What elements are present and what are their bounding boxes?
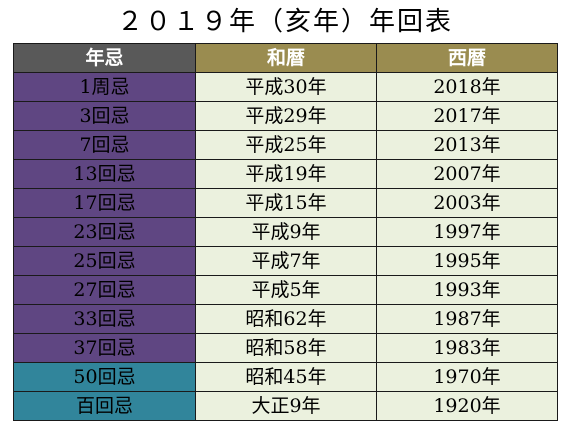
cell-seireki: 2013年 bbox=[376, 130, 558, 160]
cell-wareki: 昭和62年 bbox=[195, 304, 377, 334]
cell-nenki: 25回忌 bbox=[13, 246, 196, 276]
table-row: 7回忌 平成25年 2013年 bbox=[13, 130, 558, 160]
cell-seireki: 1987年 bbox=[376, 304, 558, 334]
table-row: 27回忌 平成5年 1993年 bbox=[13, 275, 558, 305]
cell-wareki: 平成29年 bbox=[195, 101, 377, 131]
table-row: 1周忌 平成30年 2018年 bbox=[13, 72, 558, 102]
cell-seireki: 1997年 bbox=[376, 217, 558, 247]
cell-nenki: 7回忌 bbox=[13, 130, 196, 160]
table-row: 25回忌 平成7年 1995年 bbox=[13, 246, 558, 276]
cell-nenki: 50回忌 bbox=[13, 362, 196, 392]
table-header-row: 年忌 和暦 西暦 bbox=[13, 43, 558, 73]
header-wareki: 和暦 bbox=[195, 43, 377, 73]
cell-seireki: 2003年 bbox=[376, 188, 558, 218]
cell-nenki: 百回忌 bbox=[13, 391, 196, 421]
cell-seireki: 2017年 bbox=[376, 101, 558, 131]
table-body: 1周忌 平成30年 2018年 3回忌 平成29年 2017年 7回忌 平成25年 2013年 1… bbox=[13, 72, 558, 421]
cell-wareki: 平成7年 bbox=[195, 246, 377, 276]
cell-seireki: 1983年 bbox=[376, 333, 558, 363]
cell-wareki: 平成9年 bbox=[195, 217, 377, 247]
cell-wareki: 平成5年 bbox=[195, 275, 377, 305]
table-row: 23回忌 平成9年 1997年 bbox=[13, 217, 558, 247]
cell-wareki: 平成30年 bbox=[195, 72, 377, 102]
table-row: 百回忌 大正9年 1920年 bbox=[13, 391, 558, 421]
cell-seireki: 2007年 bbox=[376, 159, 558, 189]
cell-seireki: 2018年 bbox=[376, 72, 558, 102]
cell-nenki: 17回忌 bbox=[13, 188, 196, 218]
cell-nenki: 1周忌 bbox=[13, 72, 196, 102]
table-row: 33回忌 昭和62年 1987年 bbox=[13, 304, 558, 334]
header-nenki: 年忌 bbox=[13, 43, 196, 73]
cell-nenki: 37回忌 bbox=[13, 333, 196, 363]
cell-nenki: 23回忌 bbox=[13, 217, 196, 247]
cell-nenki: 27回忌 bbox=[13, 275, 196, 305]
header-seireki: 西暦 bbox=[376, 43, 558, 73]
cell-seireki: 1995年 bbox=[376, 246, 558, 276]
cell-wareki: 昭和58年 bbox=[195, 333, 377, 363]
memorial-year-table: 年忌 和暦 西暦 1周忌 平成30年 2018年 3回忌 平成29年 2017年 7回忌 平成… bbox=[13, 43, 558, 421]
cell-wareki: 大正9年 bbox=[195, 391, 377, 421]
cell-wareki: 平成25年 bbox=[195, 130, 377, 160]
cell-seireki: 1970年 bbox=[376, 362, 558, 392]
table-row: 37回忌 昭和58年 1983年 bbox=[13, 333, 558, 363]
table-row: 50回忌 昭和45年 1970年 bbox=[13, 362, 558, 392]
table-row: 17回忌 平成15年 2003年 bbox=[13, 188, 558, 218]
page-title: ２０１９年（亥年）年回表 bbox=[116, 7, 453, 37]
cell-wareki: 平成19年 bbox=[195, 159, 377, 189]
cell-nenki: 33回忌 bbox=[13, 304, 196, 334]
cell-seireki: 1993年 bbox=[376, 275, 558, 305]
table-row: 3回忌 平成29年 2017年 bbox=[13, 101, 558, 131]
cell-wareki: 昭和45年 bbox=[195, 362, 377, 392]
cell-nenki: 13回忌 bbox=[13, 159, 196, 189]
table-row: 13回忌 平成19年 2007年 bbox=[13, 159, 558, 189]
cell-seireki: 1920年 bbox=[376, 391, 558, 421]
cell-wareki: 平成15年 bbox=[195, 188, 377, 218]
cell-nenki: 3回忌 bbox=[13, 101, 196, 131]
